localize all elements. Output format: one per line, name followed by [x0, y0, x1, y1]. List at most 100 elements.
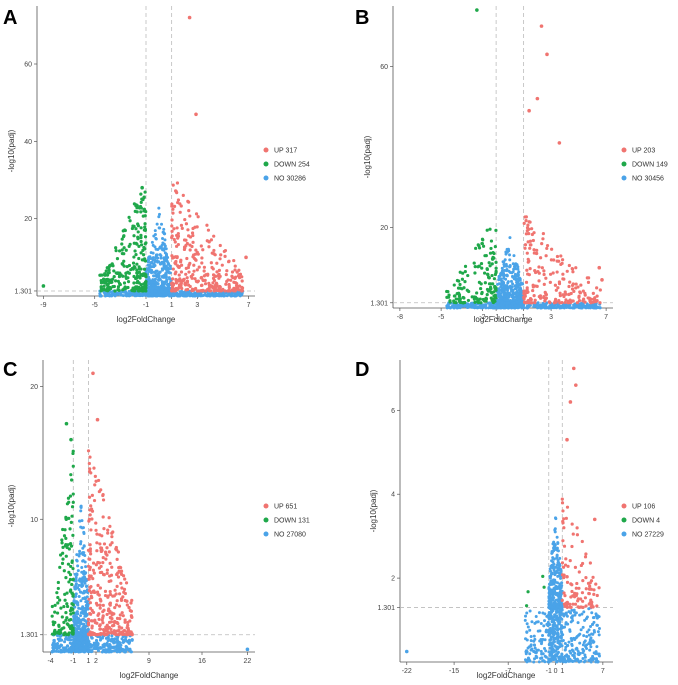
up-regulated-point [99, 632, 103, 637]
up-regulated-point [235, 270, 239, 274]
up-regulated-point [128, 619, 132, 623]
up-regulated-point [203, 282, 208, 286]
up-regulated-point [90, 493, 94, 498]
not-significant-point [587, 659, 591, 663]
not-significant-point [404, 649, 409, 654]
not-significant-point [453, 303, 457, 307]
up-regulated-point [87, 495, 92, 499]
up-regulated-point [89, 619, 94, 623]
up-regulated-point [119, 581, 123, 585]
panel-a-y-axis-title: -log10(padj) [7, 129, 16, 172]
not-significant-point [567, 610, 571, 614]
up-regulated-point [230, 270, 235, 274]
panel-d-x-axis-title: log2FoldChange [477, 671, 536, 680]
not-significant-point [536, 629, 540, 633]
down-regulated-point [494, 296, 498, 300]
not-significant-point [573, 613, 577, 617]
up-regulated-point [170, 202, 174, 206]
up-regulated-point [227, 288, 231, 293]
down-regulated-point [484, 254, 488, 258]
not-significant-point [518, 278, 522, 282]
down-regulated-point [61, 527, 65, 532]
up-regulated-point [97, 489, 101, 494]
not-significant-point [540, 652, 544, 656]
not-significant-point [594, 306, 598, 310]
up-regulated-point [180, 226, 184, 230]
up-regulated-point [581, 289, 585, 293]
not-significant-point [199, 294, 203, 298]
not-significant-point [588, 648, 592, 652]
legend-swatch-no [621, 531, 627, 537]
down-regulated-point [115, 257, 120, 261]
not-significant-point [595, 623, 599, 627]
x-tick-label: 16 [198, 658, 206, 665]
not-significant-point [539, 622, 543, 626]
not-significant-point [188, 291, 192, 295]
not-significant-point [108, 638, 112, 642]
up-regulated-point [99, 546, 104, 550]
down-regulated-point [467, 289, 471, 294]
not-significant-point [73, 587, 77, 591]
x-tick-label: -9 [40, 302, 46, 309]
not-significant-point [556, 559, 560, 563]
down-regulated-point [524, 604, 529, 608]
up-regulated-point [187, 15, 192, 20]
down-regulated-point [485, 267, 489, 272]
up-regulated-point [93, 483, 97, 487]
not-significant-point [496, 301, 500, 305]
not-significant-point [227, 292, 231, 296]
not-significant-point [506, 280, 510, 284]
up-regulated-point [554, 288, 558, 292]
not-significant-point [74, 579, 78, 583]
down-regulated-point [50, 604, 54, 609]
panel-a-x-axis-title: log2FoldChange [117, 315, 176, 324]
up-regulated-point [110, 541, 114, 545]
down-regulated-point [124, 248, 128, 252]
panel-b-x-axis-title: log2FoldChange [474, 315, 533, 324]
down-regulated-point [142, 195, 146, 199]
y-tick-label: 60 [380, 64, 388, 71]
up-regulated-point [570, 267, 575, 271]
down-regulated-point [489, 239, 494, 243]
not-significant-point [585, 630, 589, 634]
up-regulated-point [87, 597, 91, 601]
not-significant-point [78, 633, 82, 637]
not-significant-point [74, 592, 78, 596]
down-regulated-point [63, 528, 67, 532]
up-regulated-point [592, 588, 596, 592]
up-regulated-point [127, 606, 131, 610]
up-regulated-point [526, 257, 530, 261]
x-tick-label: -1 [143, 302, 149, 309]
up-regulated-point [562, 526, 566, 530]
up-regulated-point [120, 626, 124, 630]
up-regulated-point [574, 383, 578, 387]
up-regulated-point [554, 300, 558, 304]
down-regulated-point [58, 565, 62, 569]
up-regulated-point [89, 584, 93, 589]
up-regulated-point [170, 287, 175, 291]
up-regulated-point [92, 571, 96, 575]
not-significant-point [553, 636, 557, 640]
down-regulated-point [58, 598, 62, 602]
up-regulated-point [86, 564, 91, 568]
up-regulated-point [588, 584, 592, 588]
not-significant-point [178, 290, 182, 294]
up-regulated-point [123, 620, 127, 624]
up-regulated-point [98, 627, 103, 631]
up-regulated-point [540, 242, 544, 246]
not-significant-point [532, 650, 536, 654]
not-significant-point [590, 632, 594, 636]
up-regulated-point [94, 528, 98, 532]
not-significant-point [524, 649, 528, 653]
down-regulated-point [480, 237, 485, 241]
down-regulated-point [128, 219, 132, 223]
down-regulated-point [526, 590, 530, 594]
up-regulated-point [177, 279, 181, 283]
down-regulated-point [491, 282, 495, 286]
down-regulated-point [70, 602, 74, 606]
up-regulated-point [172, 289, 177, 293]
up-regulated-point [562, 544, 567, 548]
down-regulated-point [123, 287, 127, 291]
not-significant-point [162, 230, 166, 234]
